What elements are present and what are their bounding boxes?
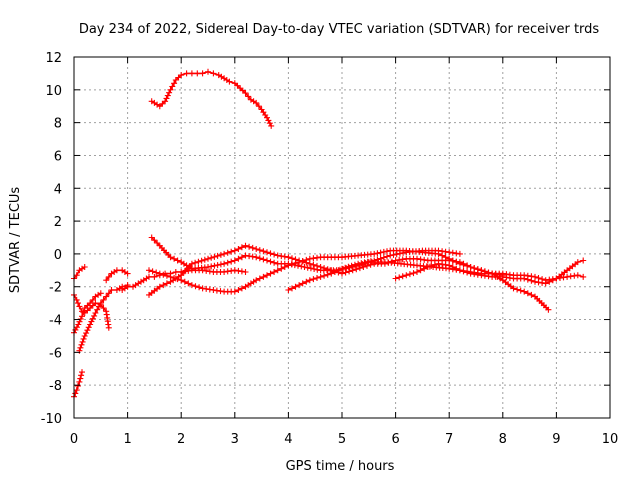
y-tick-label: 4 [54, 182, 62, 197]
series-point-markers [76, 282, 131, 354]
series-arc-b [71, 369, 85, 400]
y-tick-label: -10 [41, 412, 62, 427]
y-tick-label: -6 [49, 346, 62, 361]
x-tick-label: 8 [499, 432, 507, 447]
x-tick-label: 0 [70, 432, 78, 447]
series-line [78, 284, 129, 352]
x-tick-label: 4 [284, 432, 292, 447]
y-tick-label: 0 [54, 248, 62, 263]
chart-title: Day 234 of 2022, Sidereal Day-to-day VTE… [79, 22, 600, 37]
x-tick-label: 6 [391, 432, 399, 447]
series-arc-l [392, 257, 587, 287]
grid [74, 57, 610, 418]
x-tick-label: 7 [445, 432, 453, 447]
series-arc-e [76, 282, 131, 354]
series-arc-f [103, 267, 131, 284]
y-tick-label: 12 [45, 51, 62, 66]
y-tick-label: -8 [49, 379, 62, 394]
y-tick-label: 8 [54, 117, 62, 132]
y-tick-label: 2 [54, 215, 62, 230]
y-tick-label: 10 [45, 84, 62, 99]
series-point-markers [148, 68, 275, 129]
x-tick-label: 3 [231, 432, 239, 447]
x-tick-label: 10 [602, 432, 619, 447]
series-arc-i [146, 247, 552, 313]
y-tick-label: -4 [49, 314, 62, 329]
series-point-markers [285, 247, 463, 293]
series-arc-high [148, 68, 275, 129]
series-point-markers [103, 267, 131, 284]
series-point-markers [392, 257, 587, 287]
y-axis-label: SDTVAR / TECUs [8, 187, 23, 294]
x-axis-label: GPS time / hours [286, 459, 395, 474]
x-tick-label: 2 [177, 432, 185, 447]
x-tick-label: 9 [552, 432, 560, 447]
x-tick-label: 5 [338, 432, 346, 447]
series-point-markers [71, 369, 85, 400]
series-arc-k [285, 247, 463, 293]
y-tick-label: -2 [49, 281, 62, 296]
y-tick-label: 6 [54, 149, 62, 164]
x-tick-label: 1 [123, 432, 131, 447]
data-series-group [71, 68, 587, 400]
series-point-markers [146, 247, 552, 313]
